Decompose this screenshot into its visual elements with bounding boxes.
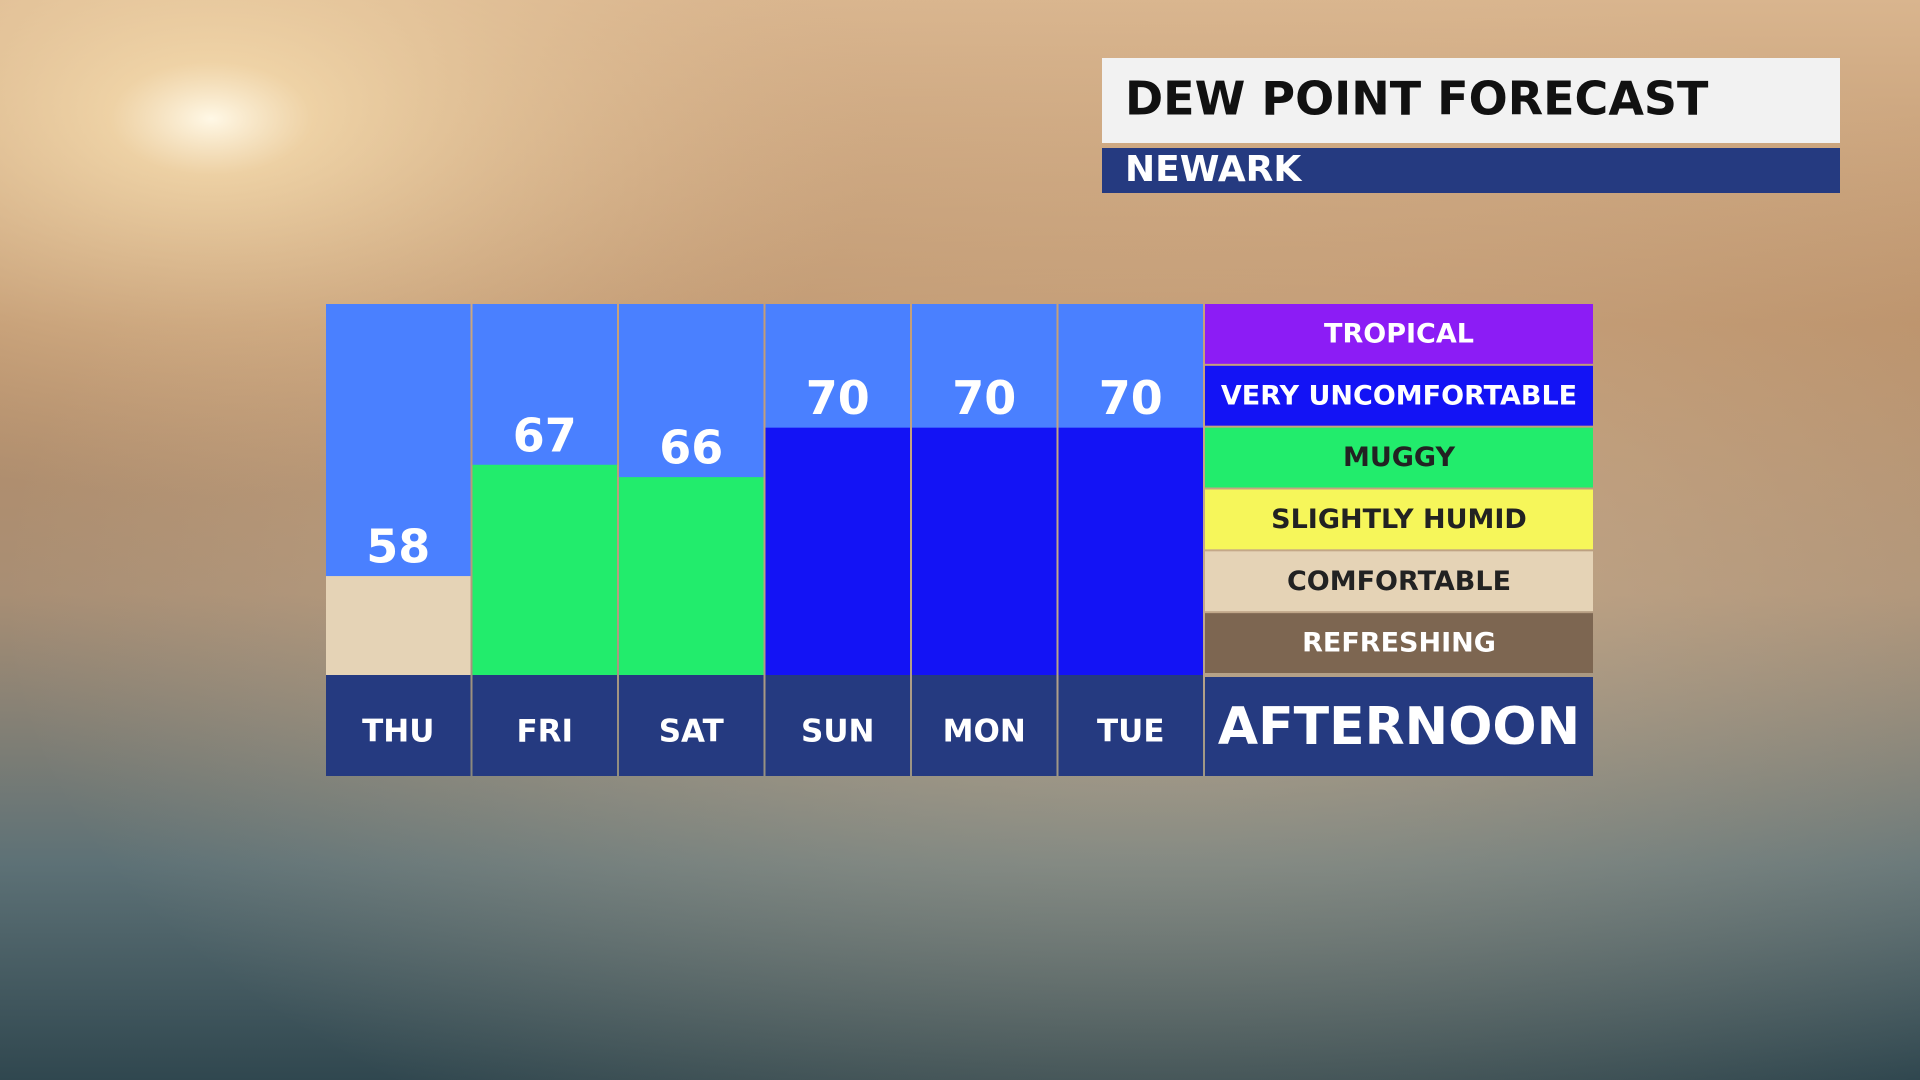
legend-label: MUGGY <box>1343 442 1456 473</box>
legend-swatch <box>1205 489 1593 550</box>
day-cell <box>1058 675 1203 776</box>
legend-swatch <box>1205 613 1593 673</box>
legend-label: TROPICAL <box>1324 318 1474 349</box>
day-cell <box>472 675 617 776</box>
legend-swatch <box>1205 551 1593 612</box>
legend-swatch <box>1205 304 1593 364</box>
value-label: 70 <box>952 371 1016 425</box>
chart-subtitle: NEWARK <box>1125 149 1302 190</box>
bar <box>765 427 910 675</box>
legend-label: REFRESHING <box>1302 628 1496 659</box>
chart-area: 58 THU 67 FRI 66 SAT 70 SUN 70 MON 70 TUE TROPICAL VE… <box>326 304 1593 776</box>
legend-label: VERY UNCOMFORTABLE <box>1221 380 1577 411</box>
period-cell <box>1205 677 1593 776</box>
value-label: 70 <box>806 371 870 425</box>
value-label: 70 <box>1099 371 1163 425</box>
day-cell <box>765 675 910 776</box>
bar <box>1058 427 1203 675</box>
x-tick-label: SUN <box>801 714 874 750</box>
day-cell <box>326 675 471 776</box>
subtitle-box <box>1102 148 1840 193</box>
x-tick-label: FRI <box>516 714 573 750</box>
x-tick-label: SAT <box>659 714 724 750</box>
period-label: AFTERNOON <box>1218 697 1580 757</box>
day-cell <box>619 675 764 776</box>
bar <box>472 464 617 675</box>
value-label: 58 <box>366 520 430 574</box>
x-tick-label: MON <box>943 714 1026 750</box>
value-label: 66 <box>659 421 723 475</box>
bar <box>619 477 764 675</box>
legend-label: COMFORTABLE <box>1287 566 1511 597</box>
legend-swatch <box>1205 427 1593 488</box>
value-label: 67 <box>513 408 577 462</box>
x-tick-label: TUE <box>1097 714 1165 750</box>
day-cell <box>912 675 1057 776</box>
bar <box>912 427 1057 675</box>
title-box <box>1102 58 1840 143</box>
chart-title: DEW POINT FORECAST <box>1125 72 1709 126</box>
bar <box>326 576 471 675</box>
legend-swatch <box>1205 365 1593 426</box>
legend-label: SLIGHTLY HUMID <box>1271 504 1527 535</box>
x-tick-label: THU <box>362 714 434 750</box>
